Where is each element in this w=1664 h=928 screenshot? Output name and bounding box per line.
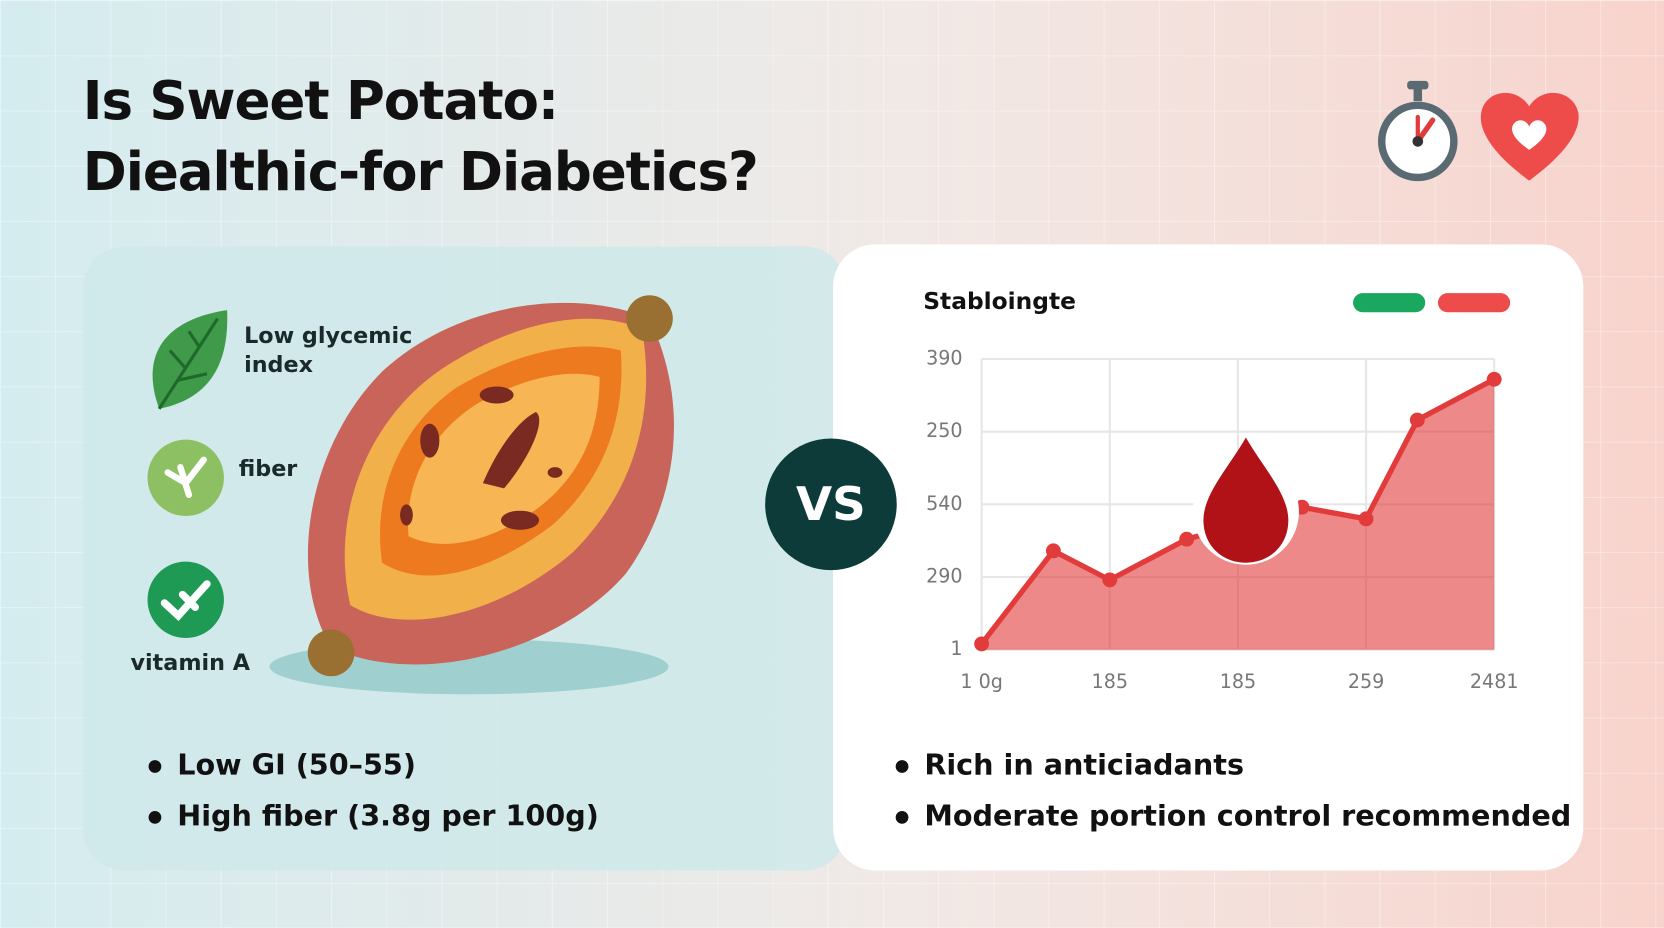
- legend-swatch: [1353, 293, 1426, 313]
- vs-badge: [765, 438, 897, 571]
- x-tick-label: 185: [1220, 670, 1256, 693]
- x-tick-label: 259: [1348, 670, 1384, 693]
- right-bullets: [895, 760, 909, 824]
- point: [1486, 371, 1502, 387]
- title-line: Is Sweet Potato:: [83, 70, 558, 132]
- heart-icon: [1480, 92, 1579, 181]
- vitamin-icon: [147, 561, 224, 639]
- x-tick-label: 185: [1092, 670, 1128, 693]
- stopwatch-icon: [1378, 80, 1458, 182]
- point: [974, 636, 990, 652]
- bullet-text: High fiber (3.8g per 100g): [177, 798, 599, 832]
- chart-title: Stabloingte: [923, 287, 1076, 315]
- feature-label: index: [244, 352, 314, 378]
- feature-label: fiber: [239, 456, 298, 482]
- x-tick-label: 1 0g: [960, 670, 1003, 693]
- point: [1409, 412, 1425, 428]
- point: [1179, 531, 1195, 547]
- y-tick-label: 250: [926, 419, 962, 442]
- sweet-potato-illustration: [269, 295, 674, 695]
- point: [1045, 543, 1061, 559]
- bullet-text: Rich in anticiadants: [924, 747, 1244, 781]
- y-tick-label: 390: [926, 346, 962, 369]
- chart: 1 290 540 250 390 1 0g 185 185 259 2481: [926, 293, 1519, 693]
- blood-drop-icon: [1192, 437, 1299, 565]
- point: [1102, 572, 1118, 588]
- vs-text: VS: [796, 478, 866, 532]
- point: [1358, 511, 1374, 527]
- feature-label: Low glycemic: [244, 323, 412, 349]
- y-tick-label: 540: [926, 492, 962, 515]
- leaf-icon: [152, 310, 228, 410]
- title-line: Diealthic-for Diabetics?: [83, 141, 758, 203]
- left-bullets: [148, 760, 162, 824]
- fiber-icon: [147, 439, 224, 516]
- bullet-text: Low GI (50–55): [177, 747, 416, 781]
- feature-label: vitamin A: [131, 650, 251, 676]
- bullet-text: Moderate portion control recommended: [924, 798, 1571, 832]
- legend-swatch: [1437, 293, 1511, 313]
- x-tick-label: 2481: [1470, 670, 1519, 693]
- y-tick-label: 290: [926, 565, 962, 588]
- y-tick-label: 1: [950, 637, 962, 660]
